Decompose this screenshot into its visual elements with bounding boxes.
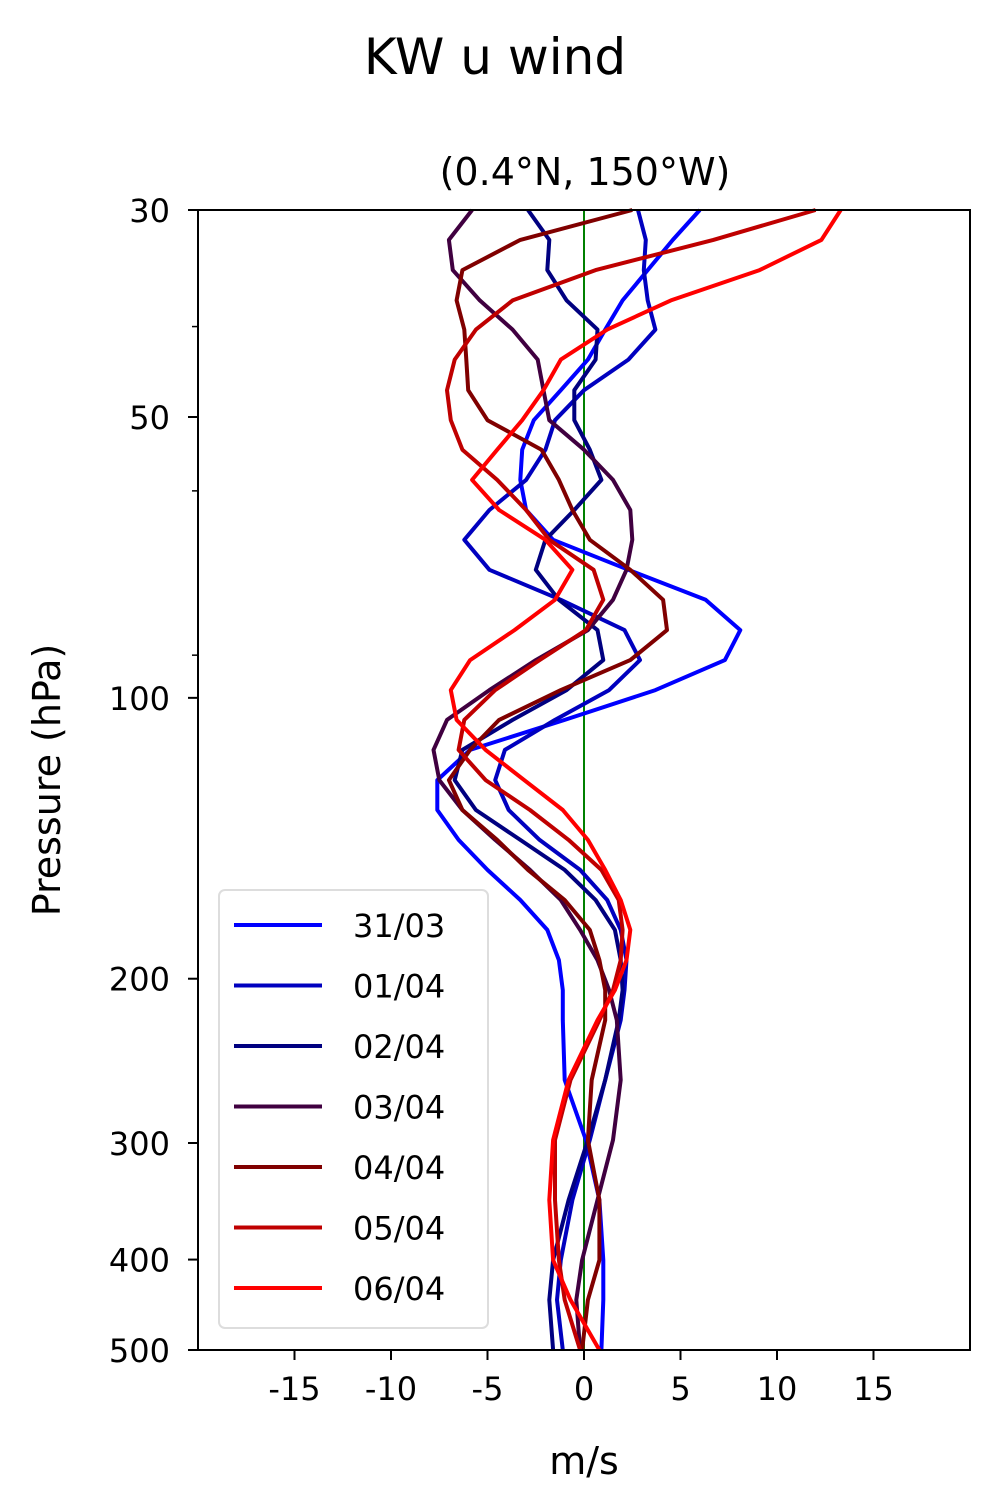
legend-entry: 03/04 xyxy=(234,1089,445,1127)
series-line-02-04 xyxy=(452,208,625,1351)
legend-label: 04/04 xyxy=(353,1149,445,1187)
series-line-31-03 xyxy=(435,208,743,1351)
legend-entry: 01/04 xyxy=(234,968,445,1006)
y-tick-label: 300 xyxy=(109,1125,170,1163)
x-tick-label: 10 xyxy=(757,1370,798,1408)
x-axis-ticks: -15 -10 -5 0 5 10 15 xyxy=(268,1350,894,1408)
y-tick-label: 500 xyxy=(109,1332,170,1370)
x-tick-label: 15 xyxy=(853,1370,894,1408)
series-line-06-04 xyxy=(448,208,843,1351)
x-tick-label: 5 xyxy=(670,1370,690,1408)
y-tick-label: 100 xyxy=(109,680,170,718)
y-tick-label: 400 xyxy=(109,1242,170,1280)
series-line-01-04 xyxy=(462,209,658,1351)
legend-label: 05/04 xyxy=(353,1210,445,1248)
x-tick-label: -5 xyxy=(472,1370,504,1408)
legend-label: 02/04 xyxy=(353,1028,445,1066)
plot-lines xyxy=(431,208,843,1351)
legend-entry: 02/04 xyxy=(234,1028,445,1066)
legend-entry: 31/03 xyxy=(234,907,445,945)
chart-subtitle: (0.4°N, 150°W) xyxy=(440,150,731,194)
legend-frame xyxy=(218,889,489,1329)
legend-label: 31/03 xyxy=(353,907,445,945)
legend: 31/03 01/04 02/04 03/04 04/04 05/04 06/04 xyxy=(218,889,489,1329)
legend-label: 03/04 xyxy=(353,1089,445,1127)
y-tick-label: 50 xyxy=(129,399,170,437)
legend-entry: 05/04 xyxy=(234,1210,445,1248)
legend-entry: 06/04 xyxy=(234,1270,445,1308)
y-axis-ticks: 30 50 100 200 300 400 500 xyxy=(109,192,198,1370)
legend-entry: 04/04 xyxy=(234,1149,445,1187)
y-axis-label: Pressure (hPa) xyxy=(25,644,69,917)
x-tick-label: -10 xyxy=(365,1370,417,1408)
y-tick-label: 200 xyxy=(109,961,170,999)
legend-label: 01/04 xyxy=(353,968,445,1006)
x-axis-label: m/s xyxy=(549,1439,619,1483)
series-line-04-04 xyxy=(446,208,669,1351)
y-tick-label: 30 xyxy=(129,192,170,230)
series-line-05-04 xyxy=(445,208,817,1351)
legend-label: 06/04 xyxy=(353,1270,445,1308)
chart-title: KW u wind xyxy=(364,28,626,86)
x-tick-label: -15 xyxy=(268,1370,320,1408)
series-line-03-04 xyxy=(431,208,635,1351)
x-tick-label: 0 xyxy=(574,1370,594,1408)
